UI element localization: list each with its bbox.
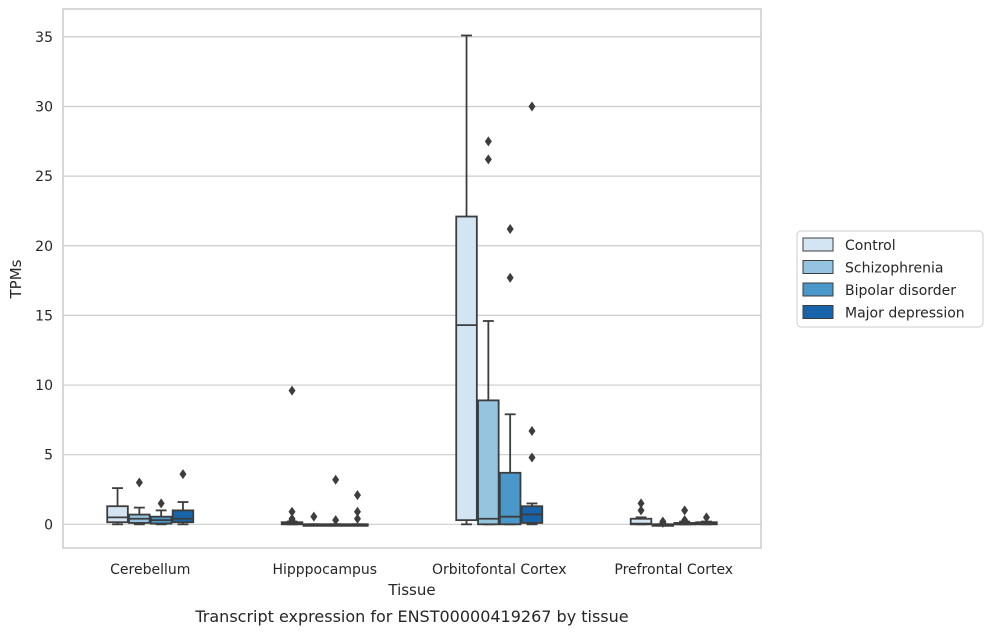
outlier-point <box>528 101 536 112</box>
outlier-point <box>484 136 492 147</box>
x-tick-label: Hipppocampus <box>272 562 377 578</box>
legend-label: Bipolar disorder <box>845 283 956 299</box>
box-iqr <box>477 399 500 526</box>
box-group <box>106 487 129 526</box>
box-group <box>455 34 478 526</box>
outlier-point <box>135 477 143 488</box>
legend-swatch <box>802 305 834 319</box>
box-group <box>673 505 696 526</box>
outlier-point <box>157 498 165 509</box>
legend-swatch <box>802 260 834 274</box>
outlier-point <box>506 272 514 283</box>
y-tick-label: 0 <box>44 517 53 533</box>
boxes <box>106 34 718 528</box>
legend-item: Control <box>802 237 896 254</box>
outlier-point <box>332 515 340 526</box>
box-group <box>280 385 304 526</box>
legend-item: Bipolar disorder <box>802 282 956 299</box>
outlier-point <box>484 154 492 165</box>
y-tick-label: 15 <box>35 308 53 324</box>
box-iqr <box>171 509 195 524</box>
box-group <box>629 498 653 526</box>
box-group <box>520 101 544 526</box>
y-tick-label: 35 <box>35 30 53 46</box>
box-group <box>302 511 326 527</box>
y-tick-label: 10 <box>35 378 53 394</box>
legend-swatch <box>802 237 834 252</box>
outlier-point <box>353 490 361 501</box>
box-group <box>324 474 347 527</box>
outlier-point <box>288 513 296 524</box>
box-group <box>498 224 522 526</box>
box-group <box>149 498 173 526</box>
outlier-point <box>659 516 667 527</box>
legend-label: Major depression <box>845 306 965 322</box>
legend-item: Schizophrenia <box>802 260 943 277</box>
box-iqr <box>106 505 129 524</box>
outlier-point <box>702 512 710 523</box>
outlier-point <box>637 505 645 516</box>
outlier-point <box>288 385 296 396</box>
outlier-point <box>288 506 296 517</box>
x-tick-labels: Cerebellum Hipppocampus Orbitofontal Corte… <box>110 562 733 578</box>
outlier-point <box>681 505 689 516</box>
legend-items: Control Schizophrenia Bipolar disorder Majo… <box>802 237 965 322</box>
box-group <box>477 136 500 526</box>
box-iqr <box>455 215 478 522</box>
outlier-point <box>528 452 536 463</box>
legend-item: Major depression <box>802 305 965 322</box>
legend-label: Control <box>845 238 896 254</box>
legend-frame <box>796 230 984 328</box>
box-group <box>651 516 675 528</box>
box-group <box>695 512 718 526</box>
x-tick-label: Orbitofontal Cortex <box>432 562 567 578</box>
outlier-point <box>637 498 645 509</box>
x-tick-label: Cerebellum <box>110 562 190 578</box>
box-iqr <box>498 471 522 526</box>
box-group <box>346 490 369 527</box>
outlier-point <box>506 224 514 235</box>
outlier-point <box>332 474 340 485</box>
y-tick-labels: 0 5 10 15 20 25 30 35 <box>35 30 53 533</box>
x-axis-label: Tissue <box>387 581 435 599</box>
outlier-point <box>681 515 689 526</box>
y-tick-label: 5 <box>44 448 53 464</box>
outlier-point <box>528 426 536 437</box>
outlier-point <box>353 513 361 524</box>
y-tick-label: 25 <box>35 169 53 185</box>
chart-caption: Transcript expression for ENST0000041926… <box>194 607 628 626</box>
outlier-point <box>310 511 318 522</box>
outlier-point <box>353 506 361 517</box>
legend-label: Schizophrenia <box>845 261 943 277</box>
outlier-point <box>179 469 187 480</box>
y-tick-label: 20 <box>35 239 53 255</box>
y-axis-label: TPMs <box>7 259 25 299</box>
plot-area-border <box>62 8 762 549</box>
box-group <box>171 469 195 526</box>
legend-swatch <box>802 282 834 297</box>
grid-lines <box>63 36 761 525</box>
x-tick-label: Prefrontal Cortex <box>614 562 733 578</box>
legend: Control Schizophrenia Bipolar disorder Majo… <box>796 230 984 328</box>
y-tick-label: 30 <box>35 99 53 115</box>
box-group <box>128 477 151 526</box>
